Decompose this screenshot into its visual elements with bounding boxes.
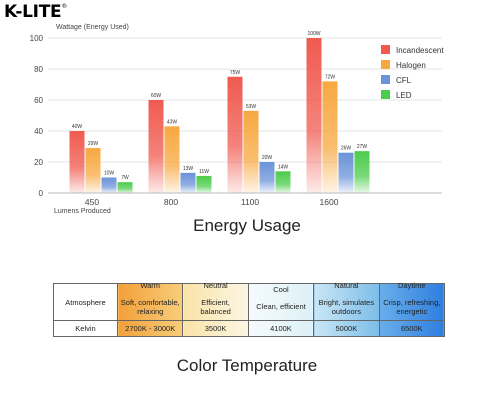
data-label: 43W bbox=[167, 119, 178, 125]
bar-halogen-1600 bbox=[322, 81, 338, 193]
bar-led-800 bbox=[196, 175, 212, 193]
y-tick-label: 40 bbox=[34, 127, 43, 136]
y-tick-label: 100 bbox=[30, 34, 44, 43]
data-label: 27W bbox=[357, 144, 368, 150]
bar-halogen-1100 bbox=[243, 110, 259, 193]
data-label: 29W bbox=[88, 141, 99, 147]
x-tick-label: 450 bbox=[85, 197, 99, 207]
legend-swatch-halogen bbox=[381, 60, 390, 69]
cool-cell: Cool Clean, efficient bbox=[247, 283, 315, 321]
energy-usage-title: Energy Usage bbox=[193, 216, 301, 235]
bar-incandescent-1100 bbox=[227, 76, 243, 193]
natural-header: Natural bbox=[334, 280, 359, 290]
daytime-header: Daytime bbox=[398, 280, 426, 290]
cool-kelvin: 4100K bbox=[247, 320, 315, 337]
brand-logo: K-LITE® bbox=[4, 2, 67, 22]
neutral-header: Neutral bbox=[203, 280, 228, 290]
data-label: 60W bbox=[151, 93, 162, 99]
data-label: 14W bbox=[278, 164, 289, 170]
natural-kelvin: 5000K bbox=[313, 320, 380, 337]
cool-description: Clean, efficient bbox=[256, 302, 306, 311]
bar-cfl-800 bbox=[180, 172, 196, 193]
neutral-description: Efficient, balanced bbox=[200, 297, 231, 316]
x-axis-title: Lumens Produced bbox=[54, 208, 111, 215]
chart-legend: Incandescent Halogen CFL LED bbox=[381, 45, 444, 100]
x-tick-label: 1600 bbox=[320, 197, 339, 207]
data-label: 13W bbox=[183, 166, 194, 172]
legend-label-led: LED bbox=[396, 91, 412, 100]
energy-bar-chart: 40W 29W 10W 7W 60W 43W 13W 11W 75W 53W 20W 14W 100W 7… bbox=[30, 24, 445, 215]
bar-cfl-450 bbox=[101, 177, 117, 193]
bar-led-1600 bbox=[354, 151, 370, 193]
bar-halogen-800 bbox=[164, 126, 180, 193]
legend-swatch-incandescent bbox=[381, 45, 390, 54]
data-label: 40W bbox=[72, 124, 83, 130]
natural-description: Bright, simulates outdoors bbox=[318, 297, 375, 316]
atmosphere-row-label: Atmosphere bbox=[53, 283, 118, 321]
registered-mark: ® bbox=[61, 3, 68, 10]
bar-incandescent-800 bbox=[148, 100, 164, 193]
bar-incandescent-1600 bbox=[306, 38, 322, 193]
daytime-kelvin: 6500K bbox=[378, 320, 446, 337]
logo-text: K-LITE bbox=[4, 2, 62, 22]
legend-label-cfl: CFL bbox=[396, 76, 412, 85]
data-label: 75W bbox=[230, 70, 241, 76]
data-label: 26W bbox=[341, 146, 352, 152]
bar-led-450 bbox=[117, 182, 133, 193]
bar-led-1100 bbox=[275, 171, 291, 193]
natural-cell: Natural Bright, simulates outdoors bbox=[313, 280, 380, 321]
chart-bars bbox=[69, 38, 370, 193]
data-label: 20W bbox=[262, 155, 273, 161]
warm-cell: Warm Soft, comfortable, relaxing bbox=[116, 280, 184, 321]
color-temperature-title: Color Temperature bbox=[176, 356, 318, 375]
legend-swatch-led bbox=[381, 90, 390, 99]
bar-cfl-1100 bbox=[259, 162, 275, 193]
daytime-cell: Daytime Crisp, refreshing, energetic bbox=[378, 280, 446, 321]
kelvin-row: Kelvin 2700K - 3000K 3500K 4100K 5000K 6… bbox=[53, 320, 446, 337]
y-axis-title: Wattage (Energy Used) bbox=[56, 24, 129, 31]
legend-swatch-cfl bbox=[381, 75, 390, 84]
bar-incandescent-450 bbox=[69, 131, 85, 193]
neutral-kelvin: 3500K bbox=[182, 320, 249, 337]
warm-description: Soft, comfortable, relaxing bbox=[120, 297, 180, 316]
kelvin-row-label: Kelvin bbox=[53, 320, 118, 337]
y-tick-label: 0 bbox=[39, 189, 44, 198]
cool-header: Cool bbox=[273, 285, 289, 294]
legend-label-halogen: Halogen bbox=[396, 61, 426, 70]
warm-kelvin: 2700K - 3000K bbox=[116, 320, 184, 337]
y-tick-label: 60 bbox=[34, 96, 43, 105]
chart-data-labels: 40W 29W 10W 7W 60W 43W 13W 11W 75W 53W 20W 14W 100W 7… bbox=[72, 31, 368, 181]
atmosphere-row: Atmosphere Warm Soft, comfortable, relaxi… bbox=[53, 280, 446, 321]
warm-header: Warm bbox=[140, 280, 161, 290]
daytime-description: Crisp, refreshing, energetic bbox=[383, 297, 441, 316]
data-label: 53W bbox=[246, 104, 257, 110]
bar-halogen-450 bbox=[85, 148, 101, 193]
y-tick-label: 20 bbox=[34, 158, 43, 167]
data-label: 7W bbox=[121, 175, 129, 181]
x-tick-label: 800 bbox=[164, 197, 178, 207]
chart-axes: 0 20 40 60 80 100 Wattage (Energy Used) Lumens … bbox=[30, 24, 442, 215]
data-label: 11W bbox=[199, 169, 209, 175]
data-label: 100W bbox=[307, 31, 320, 37]
y-tick-label: 80 bbox=[34, 65, 43, 74]
x-tick-label: 1100 bbox=[241, 197, 260, 207]
bar-cfl-1600 bbox=[338, 152, 354, 193]
color-temperature-table: Atmosphere Warm Soft, comfortable, relaxi… bbox=[53, 280, 446, 337]
legend-label-incandescent: Incandescent bbox=[396, 46, 444, 55]
neutral-cell: Neutral Efficient, balanced bbox=[182, 280, 249, 321]
data-label: 10W bbox=[104, 171, 115, 177]
data-label: 72W bbox=[325, 74, 336, 80]
